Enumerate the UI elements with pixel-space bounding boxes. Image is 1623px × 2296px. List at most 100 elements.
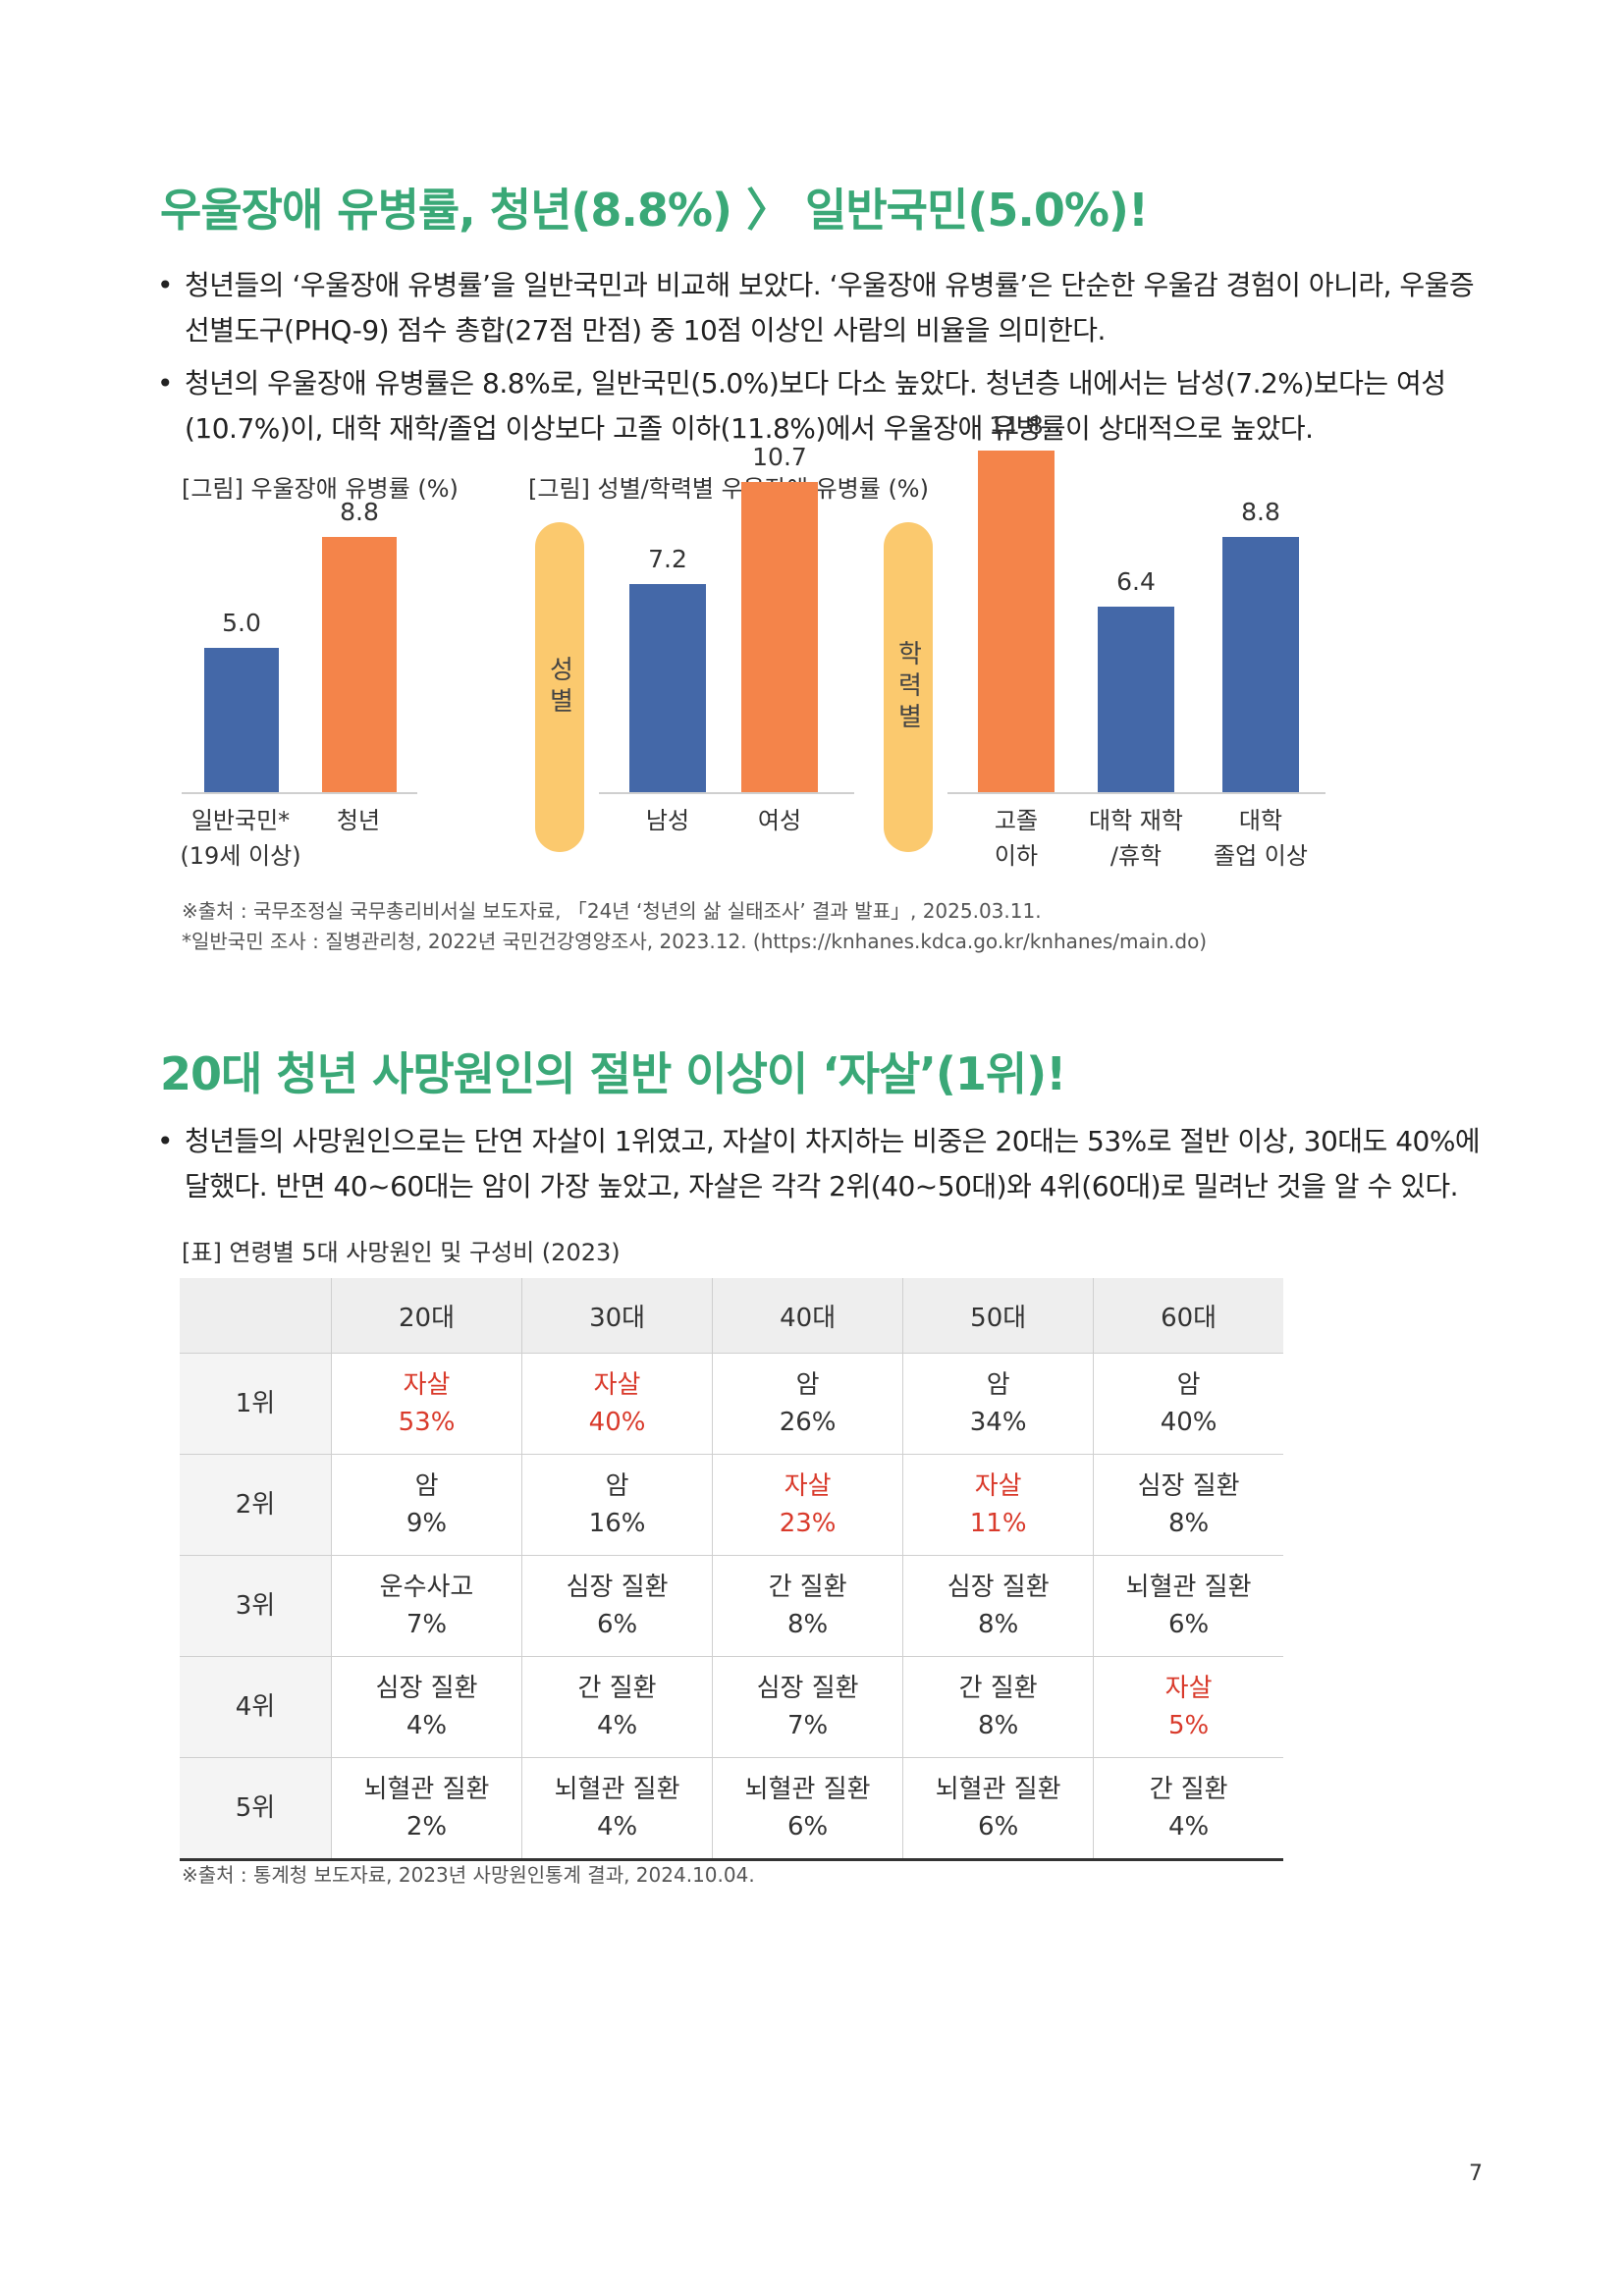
axis-label: 여성 [757,807,802,834]
bar-1-2 [1222,537,1299,792]
table-header-cell [180,1278,332,1354]
cause-percent: 6% [786,1812,829,1842]
cause-cell: 뇌혈관 질환 6% [902,1757,1094,1861]
bar-value-label: 5.0 [222,608,261,637]
table-header-cell: 30대 [521,1278,713,1354]
group-pill-education: 학력별 [884,522,933,852]
survey-note: *일반국민 조사 : 질병관리청, 2022년 국민건강영양조사, 2023.1… [182,930,1208,953]
cause-percent: 6% [1167,1610,1210,1639]
cause-name: 운수사고 [379,1573,474,1602]
table-row: 2위 암 9% 암 16% 자살 23% 자살 11% 심장 질환 8% [180,1454,1283,1556]
rank-cell: 5위 [180,1757,332,1861]
table-header-cell: 50대 [902,1278,1094,1354]
bar-value-label: 10.7 [752,443,807,472]
cause-cell: 암 26% [712,1353,903,1455]
cause-cell: 뇌혈관 질환 6% [712,1757,903,1861]
cause-cell: 암 16% [521,1454,713,1556]
bullet-item: 청년들의 ‘우울장애 유병률’을 일반국민과 비교해 보았다. ‘우울장애 유병… [157,263,1483,353]
bar-general-population [204,647,279,792]
cause-name: 자살 [593,1370,641,1400]
cause-percent: 4% [406,1711,448,1740]
cause-percent: 8% [978,1610,1019,1639]
cause-name: 뇌혈관 질환 [363,1775,490,1804]
cause-name: 뇌혈관 질환 [1125,1573,1252,1602]
cause-name: 간 질환 [958,1674,1038,1703]
cause-name: 암 [986,1370,1010,1400]
cause-name: 암 [605,1471,629,1501]
table-header-cell: 20대 [330,1278,522,1354]
axis-label: 고졸 이하 [994,807,1039,870]
fig1-caption: [그림] 우울장애 유병률 (%) [182,475,459,503]
table-row: 5위 뇌혈관 질환 2% 뇌혈관 질환 4% 뇌혈관 질환 6% 뇌혈관 질환 6% 간 질환 4% [180,1757,1283,1861]
cause-cell: 자살 11% [902,1454,1094,1556]
cause-percent: 6% [596,1610,638,1639]
table-header-cell: 40대 [712,1278,903,1354]
cause-name: 자살 [403,1370,451,1400]
bar-youth [322,537,397,792]
source-note: ※출처 : 국무조정실 국무총리비서실 보도자료, 「24년 ‘청년의 삶 실태… [182,899,1042,923]
cause-percent: 5% [1167,1711,1210,1740]
cause-name: 암 [795,1370,820,1400]
chart2-edu-baseline [947,792,1325,794]
cause-cell: 운수사고 7% [330,1555,522,1657]
cause-name: 자살 [784,1471,832,1501]
cause-cell: 간 질환 8% [902,1656,1094,1758]
cause-percent: 4% [596,1812,638,1842]
cause-name: 자살 [1164,1674,1213,1703]
cause-name: 자살 [974,1471,1022,1501]
cause-cell: 심장 질환 6% [521,1555,713,1657]
cause-name: 간 질환 [768,1573,847,1602]
table-row: 4위 심장 질환 4% 간 질환 4% 심장 질환 7% 간 질환 8% 자살 5% [180,1656,1283,1758]
cause-percent: 8% [786,1610,829,1639]
cause-cell: 심장 질환 4% [330,1656,522,1758]
table-header-cell: 60대 [1093,1278,1283,1354]
bullet-item: 청년의 우울장애 유병률은 8.8%로, 일반국민(5.0%)보다 다소 높았다… [157,361,1483,452]
cause-cell: 자살 23% [712,1454,903,1556]
cause-percent: 4% [596,1711,638,1740]
cause-cell: 암 40% [1093,1353,1283,1455]
cause-percent: 26% [779,1408,837,1437]
rank-cell: 1위 [180,1353,332,1455]
cause-cell: 뇌혈관 질환 6% [1093,1555,1283,1657]
cause-cell: 암 34% [902,1353,1094,1455]
cause-percent: 23% [779,1509,837,1538]
axis-label: 대학 졸업 이상 [1214,807,1308,870]
cause-name: 뇌혈관 질환 [554,1775,680,1804]
cause-percent: 7% [786,1711,829,1740]
death-causes-table: 20대 30대 40대 50대 60대 1위 자살 53% 자살 40% 암 26% 암 34% 암 40%… [180,1278,1283,1861]
table-body: 1위 자살 53% 자살 40% 암 26% 암 34% 암 40% 2위 암 9% 암 16% 자살 23% 자살… [180,1353,1283,1861]
table-header-row: 20대 30대 40대 50대 60대 [180,1278,1283,1354]
cause-name: 암 [414,1471,439,1501]
cause-name: 뇌혈관 질환 [935,1775,1061,1804]
page-number: 7 [1469,2162,1483,2186]
table-source-note: ※출처 : 통계청 보도자료, 2023년 사망원인통계 결과, 2024.10… [182,1863,755,1887]
cause-percent: 6% [978,1812,1019,1842]
section1-heading: 우울장애 유병률, 청년(8.8%) 〉 일반국민(5.0%)! [160,184,1149,237]
cause-percent: 40% [1160,1408,1217,1437]
axis-label-youth: 청년 [336,807,381,834]
bar-value-label: 11.8 [989,410,1044,440]
cause-name: 간 질환 [577,1674,657,1703]
bar-1-0 [978,450,1055,792]
bar-value-label: 8.8 [1241,498,1280,527]
cause-name: 심장 질환 [756,1674,859,1703]
cause-percent: 8% [1167,1509,1210,1538]
rank-cell: 2위 [180,1454,332,1556]
axis-label-general: 일반국민* (19세 이상) [180,807,301,870]
axis-label: 대학 재학 /휴학 [1089,807,1183,870]
cause-percent: 34% [969,1408,1027,1437]
cause-cell: 자살 53% [330,1353,522,1455]
bar-1-1 [1098,607,1174,792]
section2-heading: 20대 청년 사망원인의 절반 이상이 ‘자살’(1위)! [160,1047,1066,1100]
cause-name: 심장 질환 [566,1573,669,1602]
bar-value-label: 7.2 [648,544,687,573]
cause-name: 심장 질환 [947,1573,1050,1602]
cause-percent: 40% [588,1408,646,1437]
cause-percent: 4% [1167,1812,1210,1842]
cause-cell: 뇌혈관 질환 4% [521,1757,713,1861]
bar-value-label: 6.4 [1116,567,1156,597]
fig2-caption: [그림] 성별/학력별 우울장애 유병률 (%) [528,475,929,503]
axis-label: 남성 [645,807,690,834]
table-row: 3위 운수사고 7% 심장 질환 6% 간 질환 8% 심장 질환 8% 뇌혈관 질환 6% [180,1555,1283,1657]
cause-cell: 간 질환 4% [1093,1757,1283,1861]
